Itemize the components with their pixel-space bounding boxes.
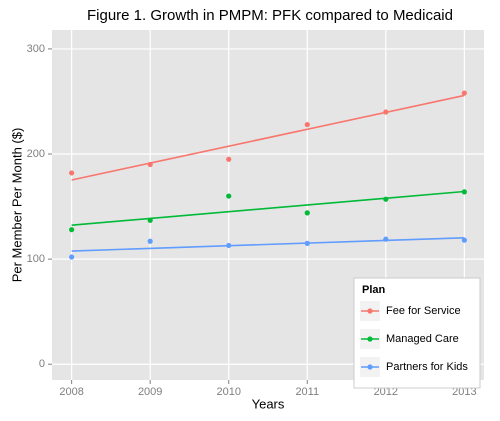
point — [304, 121, 310, 128]
point — [69, 254, 75, 260]
point — [461, 90, 467, 96]
point — [304, 210, 310, 216]
y-axis-label: Per Member Per Month ($) — [9, 128, 24, 283]
x-tick-label: 2008 — [59, 386, 83, 398]
trend-line — [71, 94, 465, 181]
point — [147, 238, 153, 244]
point — [461, 189, 467, 195]
point — [304, 240, 310, 246]
y-tick-label: 100 — [27, 253, 45, 265]
legend-title: Plan — [362, 284, 386, 296]
trend-line — [71, 190, 465, 226]
x-tick-label: 2012 — [374, 386, 398, 398]
legend-key-point — [367, 308, 373, 314]
x-tick-label: 2013 — [452, 386, 476, 398]
x-tick-label: 2009 — [138, 386, 162, 398]
legend-key-point — [367, 364, 373, 370]
y-tick-label: 200 — [27, 148, 45, 160]
y-tick-label: 0 — [39, 358, 45, 370]
point — [461, 237, 467, 243]
point — [226, 193, 232, 199]
legend-key-point — [367, 336, 373, 342]
point — [226, 156, 232, 162]
point — [383, 109, 389, 115]
trend-line — [71, 237, 465, 252]
legend-label: Managed Care — [386, 333, 459, 345]
point — [147, 161, 153, 168]
legend-label: Fee for Service — [386, 305, 461, 317]
legend-label: Partners for Kids — [386, 361, 468, 373]
point — [383, 236, 389, 242]
point — [147, 217, 153, 223]
point — [69, 227, 75, 233]
y-tick-label: 300 — [27, 43, 45, 55]
point — [226, 242, 232, 249]
x-axis-label: Years — [252, 396, 285, 411]
point — [383, 196, 389, 202]
chart-title: Figure 1. Growth in PMPM: PFK compared t… — [87, 7, 453, 24]
x-tick-label: 2010 — [216, 386, 240, 398]
x-tick-label: 2011 — [295, 386, 319, 398]
point — [69, 170, 75, 176]
